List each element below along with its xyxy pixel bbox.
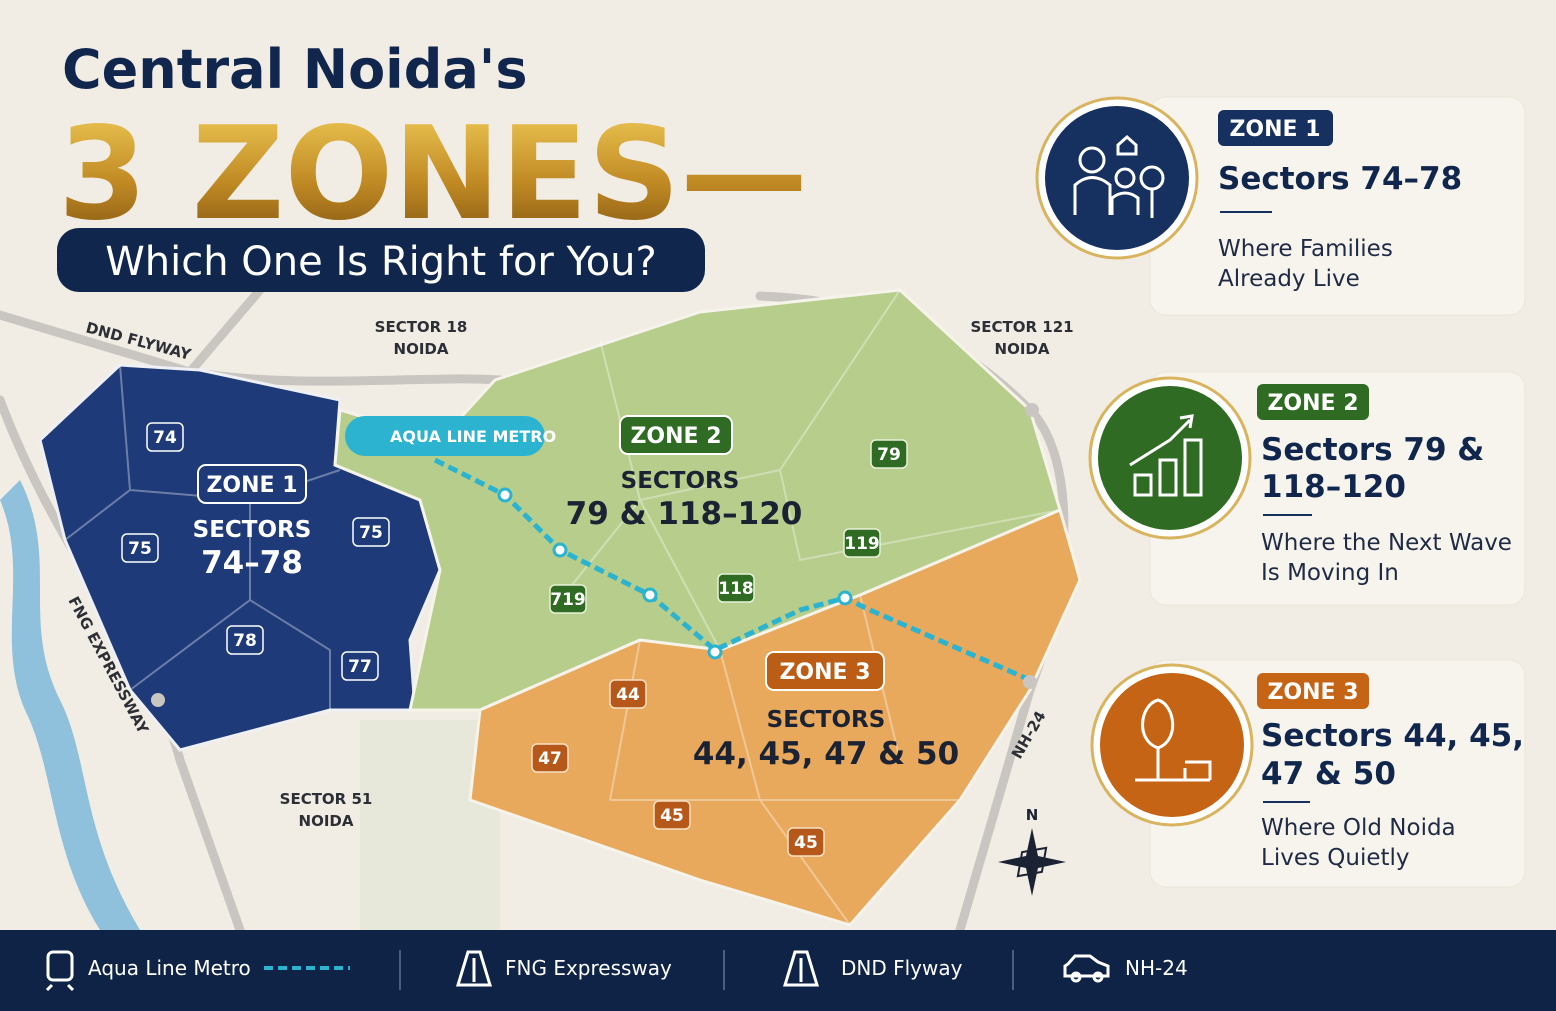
sector-number: 45 xyxy=(660,806,684,826)
zone-tag xyxy=(765,651,885,691)
sector-badge xyxy=(609,679,647,709)
sector-number: 77 xyxy=(348,657,372,677)
zone-3-area xyxy=(468,507,1082,927)
legend-label: NH-24 xyxy=(1125,956,1188,980)
sector-badge xyxy=(341,651,379,681)
compass-label: N xyxy=(1026,806,1039,824)
sector-badge xyxy=(531,743,569,773)
tagline-pill xyxy=(57,228,705,292)
sector-number: 45 xyxy=(794,833,818,853)
metro-label: AQUA LINE METRO xyxy=(390,427,556,446)
card-tag xyxy=(1257,673,1369,709)
sector-badge xyxy=(549,584,587,614)
card-title: 118–120 xyxy=(1261,469,1406,505)
sector-badge xyxy=(843,528,881,558)
sector-number: 119 xyxy=(844,534,880,554)
card-description: Is Moving In xyxy=(1261,560,1399,586)
junctions xyxy=(151,403,1039,707)
card-tag-label: ZONE 1 xyxy=(1229,117,1320,142)
sector-badge xyxy=(653,800,691,830)
card-description: Lives Quietly xyxy=(1261,845,1410,871)
card-title: Sectors 74–78 xyxy=(1218,161,1462,197)
zone-label: ZONE 3 xyxy=(779,660,870,685)
sector-number: 74 xyxy=(153,428,177,448)
metro-pill xyxy=(345,416,545,456)
card-description: Where Old Noida xyxy=(1261,815,1456,841)
legend-bar xyxy=(0,930,1556,1011)
legend-separators xyxy=(399,950,1014,990)
family-icon xyxy=(1073,134,1165,218)
legend-label: FNG Expressway xyxy=(505,956,672,980)
zone-tag xyxy=(197,464,307,504)
card-title: Sectors 79 & xyxy=(1261,432,1484,468)
zone-heading: SECTORS xyxy=(621,468,740,494)
road xyxy=(185,285,265,377)
compass: N xyxy=(998,806,1066,896)
zone-sectors: 79 & 118–120 xyxy=(566,496,803,532)
card-description: Where Families xyxy=(1218,236,1393,262)
card-description: Already Live xyxy=(1218,266,1360,292)
river xyxy=(0,480,140,930)
place-label: SECTOR 121 xyxy=(970,318,1073,336)
title: Central Noida's xyxy=(62,38,527,101)
place-label: SECTOR 51 xyxy=(280,790,373,808)
legend-label: Aqua Line Metro xyxy=(88,956,251,980)
growth-icon xyxy=(1129,414,1203,497)
card-description: Where the Next Wave xyxy=(1261,530,1512,556)
sector-badge xyxy=(146,422,184,452)
legend-label: DND Flyway xyxy=(841,956,963,980)
zone-label: ZONE 2 xyxy=(630,424,721,449)
sector-number: 47 xyxy=(538,749,562,769)
sector-number: 75 xyxy=(128,539,152,559)
zone-sectors: 44, 45, 47 & 50 xyxy=(693,736,959,772)
sector-badge xyxy=(121,533,159,563)
zone-heading: SECTORS xyxy=(767,707,886,733)
sector-number: 75 xyxy=(359,523,383,543)
sector-number: 79 xyxy=(877,445,901,465)
place-label: NOIDA xyxy=(299,812,354,830)
icon-circle xyxy=(1100,673,1244,817)
card-tag xyxy=(1257,384,1369,420)
zone-sectors: 74–78 xyxy=(201,545,303,581)
zone-1-area xyxy=(38,363,442,752)
card: ZONE 2 Sectors 79 & 118–120 Where the Ne… xyxy=(1088,371,1526,606)
place-label: NOIDA xyxy=(995,340,1050,358)
zone-label: ZONE 1 xyxy=(206,473,297,498)
card-tag-label: ZONE 3 xyxy=(1267,680,1358,705)
card: ZONE 1 Sectors 74–78 Where Families Alre… xyxy=(1035,96,1526,316)
sector-number: 719 xyxy=(550,590,586,610)
card-tag xyxy=(1218,110,1333,146)
place-label: NOIDA xyxy=(394,340,449,358)
metro-stations xyxy=(497,487,853,660)
park-icon xyxy=(1135,698,1212,782)
metro-line xyxy=(433,457,1032,683)
sector-badge xyxy=(870,439,908,469)
sector-badge xyxy=(226,625,264,655)
card: ZONE 3 Sectors 44, 45, 47 & 50 Where Old… xyxy=(1090,659,1526,888)
sector-number: 44 xyxy=(616,685,640,705)
sector-badge xyxy=(787,827,825,857)
tagline: Which One Is Right for You? xyxy=(105,239,657,285)
headline: 3 ZONES— xyxy=(58,100,808,249)
sector-badges: 74 75 75 78 77 79 119 118 719 44 47 45 45 xyxy=(121,422,908,857)
card-title: 47 & 50 xyxy=(1261,756,1396,792)
zone-heading: SECTORS xyxy=(193,517,312,543)
legend-icons xyxy=(45,950,1110,992)
zone-tag xyxy=(619,415,733,455)
card-tag-label: ZONE 2 xyxy=(1267,391,1358,416)
sector-number: 118 xyxy=(718,579,754,599)
sector-badge xyxy=(717,573,755,603)
icon-circle xyxy=(1098,386,1242,530)
place-label: SECTOR 18 xyxy=(375,318,468,336)
sector-number: 78 xyxy=(233,631,257,651)
sector-badge xyxy=(352,517,390,547)
card-title: Sectors 44, 45, xyxy=(1261,718,1524,754)
